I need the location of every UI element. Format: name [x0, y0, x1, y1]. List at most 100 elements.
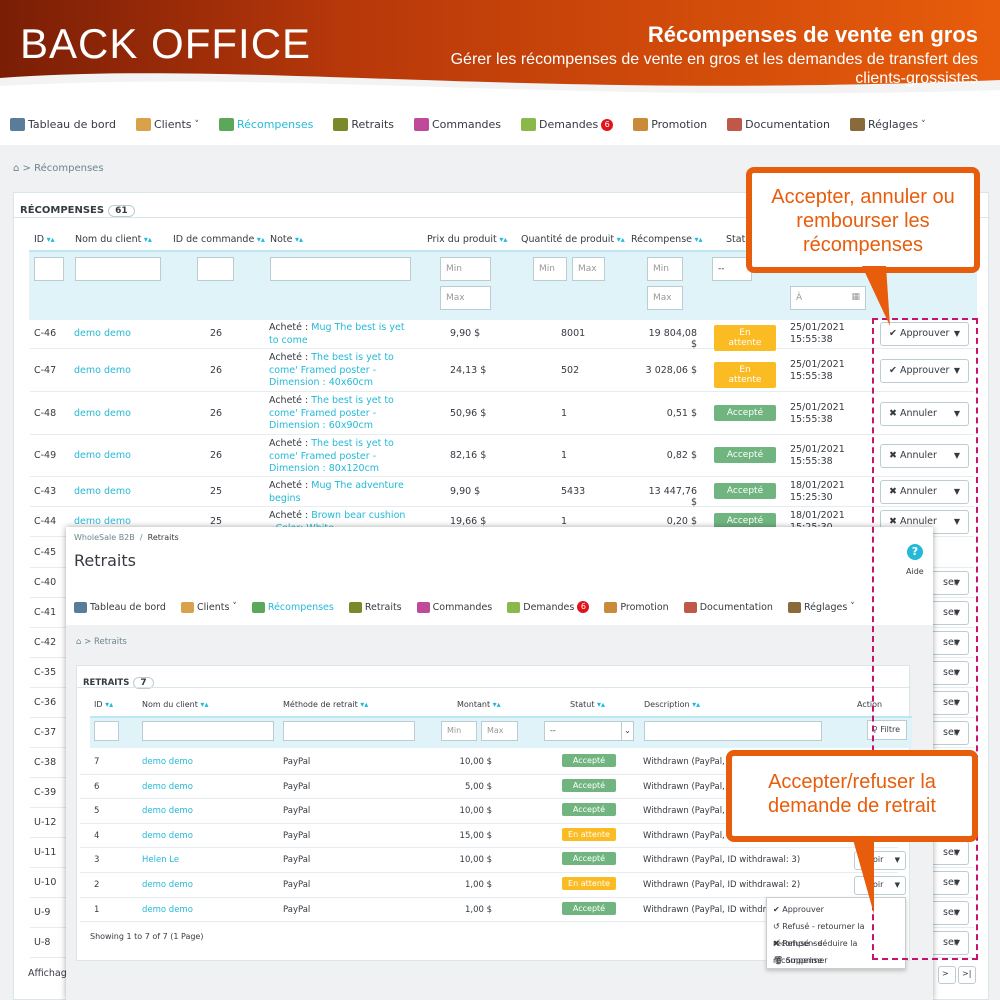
sort-icon[interactable]: ▾▴ [197, 700, 209, 709]
nav-item-orders[interactable]: Commandes [413, 118, 501, 131]
customer-link[interactable]: demo demo [142, 830, 193, 841]
customer-link[interactable]: demo demo [74, 328, 131, 339]
nav-item-requests[interactable]: Demandes 6 [521, 118, 614, 131]
sort-icon[interactable]: ▾▴ [141, 235, 152, 244]
nav-item-rewards[interactable]: Récompenses [219, 118, 313, 131]
filter-client[interactable] [142, 721, 274, 741]
filter-note[interactable] [270, 257, 411, 281]
filter-id[interactable] [34, 257, 64, 281]
column-header[interactable]: ID ▾▴ [34, 234, 55, 245]
filter-order[interactable] [197, 257, 234, 281]
column-header[interactable]: Quantité de produit ▾▴ [521, 234, 625, 245]
sort-icon[interactable]: ▾▴ [692, 235, 703, 244]
menu-item-delete[interactable]: 🗑 Supprimer [773, 952, 899, 969]
product-link[interactable]: Mug The adventure begins [269, 480, 404, 504]
nav-item-withdrawals[interactable]: Retraits [333, 118, 394, 131]
customer-link[interactable]: Helen Le [142, 855, 180, 866]
customer-link[interactable]: demo demo [142, 880, 193, 890]
column-header[interactable]: Méthode de retrait ▾▴ [283, 700, 368, 709]
menu-item-approve[interactable]: ✔ Approuver [773, 901, 899, 918]
customer-link[interactable]: demo demo [74, 407, 131, 419]
filter-amount-min[interactable]: Min [441, 721, 477, 741]
column-header[interactable]: Prix du produit ▾▴ [427, 234, 507, 245]
nav-item-customers[interactable]: Clients ˅ [135, 118, 199, 131]
nav-item-dashboard[interactable]: Tableau de bord [74, 601, 166, 613]
customer-link[interactable]: demo demo [74, 516, 131, 527]
filter-button[interactable]: ⚲ Filtre [867, 720, 907, 740]
product-link[interactable]: Mug The best is yet to come [269, 322, 405, 346]
customer-link[interactable]: demo demo [142, 904, 193, 915]
nav-item-requests[interactable]: Demandes 6 [507, 601, 590, 613]
filter-method[interactable] [283, 721, 415, 741]
sort-icon[interactable]: ▾▴ [357, 700, 369, 709]
sort-icon[interactable]: ▾▴ [490, 700, 501, 709]
filter-description[interactable] [644, 721, 822, 741]
column-header[interactable]: Montant ▾▴ [457, 700, 501, 709]
sort-icon[interactable]: ▾▴ [292, 235, 304, 244]
column-header[interactable]: Statut ▾▴ [570, 700, 605, 709]
nav-item-settings[interactable]: Réglages ˅ [787, 601, 855, 613]
help-icon[interactable]: ? [907, 544, 923, 560]
filter-qty-min[interactable]: Min [533, 257, 567, 281]
home-icon[interactable]: ⌂ [76, 637, 82, 647]
column-header[interactable]: Statut [726, 234, 755, 245]
filter-price-min[interactable]: Min [440, 257, 491, 281]
column-header[interactable]: Récompense ▾▴ [631, 234, 703, 245]
sort-icon[interactable]: ▾▴ [594, 700, 606, 709]
product-link[interactable]: The best is yet to come' Framed poster -… [269, 395, 394, 431]
nav-item-documentation[interactable]: Documentation [683, 601, 773, 613]
sort-icon[interactable]: ▾▴ [689, 700, 701, 709]
column-header[interactable]: Nom du client ▾▴ [75, 234, 152, 245]
action-dropdown[interactable]: ✖ Annuler ▼ [880, 480, 969, 504]
nav-item-promotion[interactable]: Promotion [633, 118, 707, 131]
filter-client[interactable] [75, 257, 161, 281]
filter-reward-max[interactable]: Max [647, 286, 683, 310]
crumb-module[interactable]: WholeSale B2B [74, 533, 135, 542]
customer-link[interactable]: demo demo [142, 806, 193, 817]
nav-item-withdrawals[interactable]: Retraits [348, 601, 402, 613]
sort-icon[interactable]: ▾▴ [102, 700, 114, 709]
customer-link[interactable]: demo demo [74, 364, 131, 376]
action-dropdown[interactable]: ✖ Annuler ▼ [880, 401, 969, 426]
customer-link[interactable]: demo demo [142, 781, 193, 792]
sort-icon[interactable]: ▾▴ [254, 235, 265, 244]
calendar-icon[interactable]: ▦ [851, 292, 860, 302]
nav-item-settings[interactable]: Réglages ˅ [849, 118, 926, 131]
nav-item-promotion[interactable]: Promotion [604, 601, 669, 613]
nav-item-orders[interactable]: Commandes [416, 601, 492, 613]
product-link[interactable]: The best is yet to come' Framed poster -… [269, 438, 394, 474]
action-dropdown[interactable]: ✖ Annuler ▼ [880, 444, 969, 468]
pagination-button[interactable]: > [938, 966, 956, 984]
sort-icon[interactable]: ▾▴ [44, 235, 55, 244]
home-icon[interactable]: ⌂ [13, 163, 20, 174]
pagination-button[interactable]: >| [958, 966, 976, 984]
filter-amount-max[interactable]: Max [481, 721, 518, 741]
customer-link[interactable]: demo demo [74, 450, 131, 461]
nav-item-rewards[interactable]: Récompenses [251, 601, 334, 613]
customer-link[interactable]: demo demo [74, 486, 131, 497]
column-header[interactable]: Note ▾▴ [270, 234, 303, 245]
column-header[interactable]: Action [857, 700, 882, 709]
column-header[interactable]: Description ▾▴ [644, 700, 700, 709]
filter-date[interactable]: À ▦ [790, 286, 866, 310]
filter-status-select[interactable]: -- ⌄ [544, 721, 634, 741]
nav-item-customers[interactable]: Clients ˅ [180, 601, 237, 613]
filter-qty-max[interactable]: Max [572, 257, 605, 281]
sort-icon[interactable]: ▾▴ [496, 235, 508, 244]
filter-status-select[interactable]: -- [712, 257, 752, 281]
customer-link[interactable]: demo demo [142, 757, 193, 767]
action-dropdown[interactable]: ✔ Approuver ▼ [880, 358, 969, 383]
product-link[interactable]: The best is yet to come' Framed poster -… [269, 352, 394, 388]
column-header[interactable]: ID de commande ▾▴ [173, 234, 265, 245]
filter-id[interactable] [94, 721, 119, 741]
menu-item-refuse-return[interactable]: ↺ Refusé - retourner la récompense [773, 918, 899, 948]
menu-item-refuse-deduct[interactable]: ✖ Refusé - déduire la récompense [773, 935, 899, 965]
column-header[interactable]: Nom du client ▾▴ [142, 700, 208, 709]
nav-item-dashboard[interactable]: Tableau de bord [10, 118, 116, 131]
action-dropdown[interactable]: ✔ Approuver ▼ [880, 322, 969, 346]
column-header[interactable]: ID ▾▴ [94, 700, 113, 709]
filter-price-max[interactable]: Max [440, 286, 491, 310]
filter-reward-min[interactable]: Min [647, 257, 683, 281]
sort-icon[interactable]: ▾▴ [614, 235, 625, 244]
nav-item-documentation[interactable]: Documentation [727, 118, 830, 131]
